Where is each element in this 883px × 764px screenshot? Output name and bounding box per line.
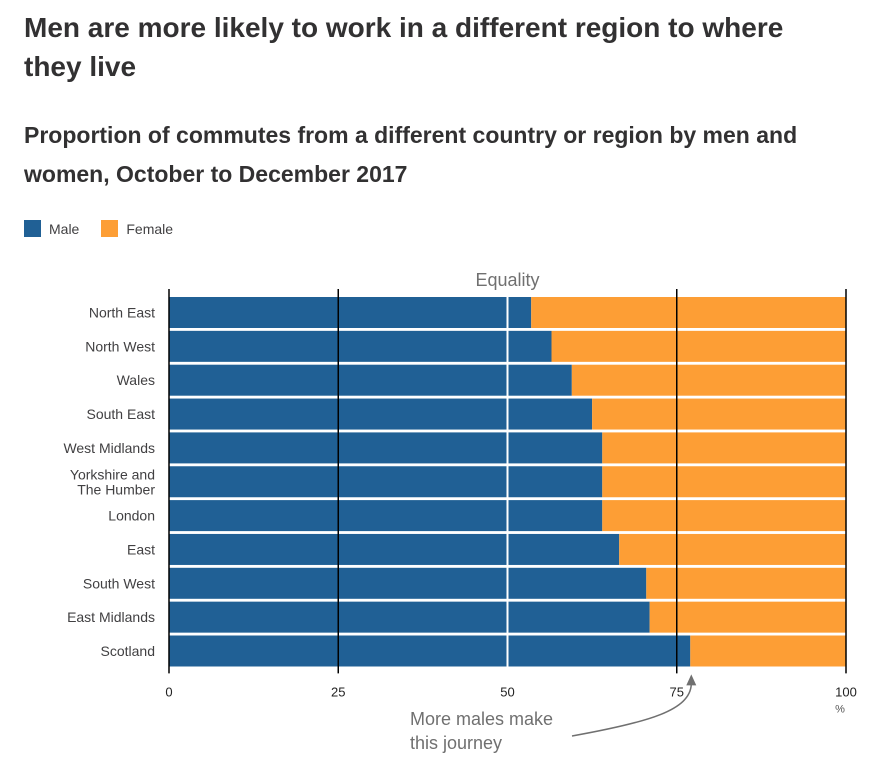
bar-male-10: [169, 635, 691, 667]
legend-swatch-female: [101, 220, 119, 237]
legend-label-female: Female: [126, 220, 174, 237]
callout-arrow-line: [571, 684, 693, 737]
x-axis-ticks: 0 25 50 75 100%: [165, 684, 856, 715]
category-label-10: Scotland: [101, 643, 155, 659]
x-tick-label-100: 100: [835, 684, 857, 699]
page-headline: Men are more likely to work in a differe…: [24, 12, 784, 82]
category-label-3: South East: [87, 406, 156, 422]
bar-female-3: [592, 398, 846, 430]
bar-male-7: [169, 533, 620, 565]
x-axis-unit: %: [835, 703, 845, 715]
callout-text: More males make this journey: [410, 709, 553, 753]
legend-label-male: Male: [49, 220, 80, 237]
bar-male-1: [169, 330, 552, 362]
x-tick-label-0: 0: [165, 684, 172, 699]
category-label-1: North West: [85, 338, 155, 354]
gridlines-layer: [168, 289, 847, 674]
bar-female-6: [602, 500, 846, 532]
category-label-6: London: [108, 508, 155, 524]
bar-male-4: [169, 432, 603, 464]
bar-female-2: [571, 364, 846, 396]
category-label-5: Yorkshire and The Humber: [70, 466, 155, 497]
bar-female-5: [602, 466, 846, 498]
chart-legend: Male Female: [24, 220, 195, 237]
bar-male-0: [169, 297, 532, 328]
x-tick-label-25: 25: [331, 684, 345, 699]
chart-title: Proportion of commutes from a different …: [24, 122, 798, 187]
bar-female-4: [602, 432, 846, 464]
bar-female-1: [551, 330, 846, 362]
legend-item-female: Female: [101, 220, 173, 237]
bar-male-6: [169, 500, 603, 532]
category-label-7: East: [127, 541, 155, 557]
legend-swatch-male: [24, 220, 41, 237]
bar-male-8: [169, 567, 647, 599]
category-label-8: South West: [83, 575, 155, 591]
bar-female-9: [649, 601, 846, 633]
bar-female-0: [531, 297, 846, 328]
bar-male-9: [169, 601, 650, 633]
x-tick-label-75: 75: [670, 684, 684, 699]
x-tick-label-50: 50: [500, 684, 514, 699]
bar-female-10: [690, 635, 846, 667]
bar-male-2: [169, 364, 572, 396]
annotations-layer: Equality More males make this journey: [410, 270, 697, 753]
callout-arrowhead: [686, 674, 697, 686]
bar-male-5: [169, 466, 603, 498]
category-label-0: North East: [89, 305, 155, 321]
category-label-9: East Midlands: [67, 609, 155, 625]
bar-female-7: [619, 533, 846, 565]
category-labels: North East North West Wales South East West …: [63, 305, 155, 660]
bar-male-3: [169, 398, 593, 430]
legend-item-male: Male: [24, 220, 79, 237]
equality-label: Equality: [475, 270, 539, 290]
category-label-2: Wales: [117, 372, 155, 388]
bars-layer: [169, 297, 846, 667]
category-label-4: West Midlands: [63, 440, 155, 456]
bar-female-8: [646, 567, 846, 599]
